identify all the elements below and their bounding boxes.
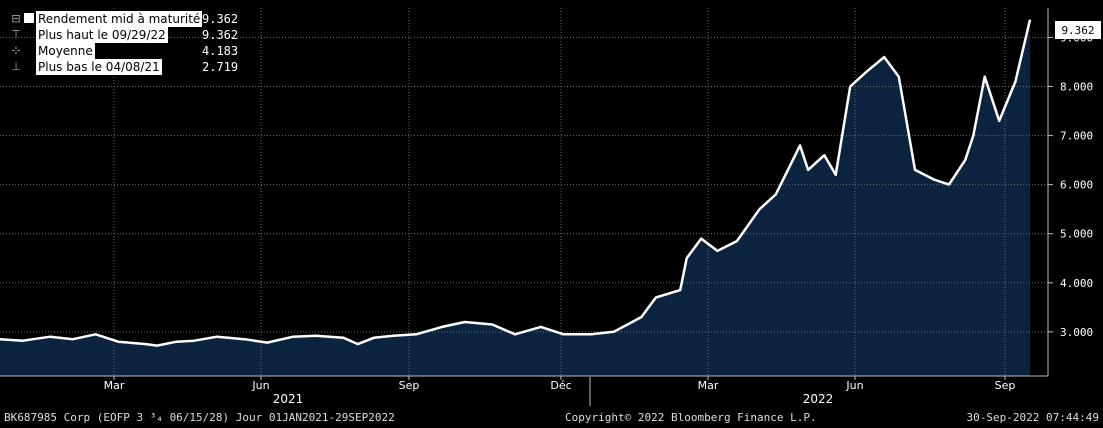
x-tick-label: Sep — [399, 379, 420, 392]
year-label-2021: 2021 — [273, 392, 304, 406]
footer-security: BK687985 Corp (EOFP 3 ³₄ 06/15/28) Jour … — [4, 411, 395, 424]
collapse-box-icon[interactable]: ⊟ — [11, 12, 21, 25]
last-value-tag: 9.362 — [1055, 21, 1101, 39]
last-value-box — [1055, 21, 1101, 39]
yield-area — [0, 19, 1030, 376]
x-tick-label: Mar — [104, 379, 125, 392]
y-tick-label: 5.000 — [1060, 228, 1093, 241]
y-tick-label: 7.000 — [1060, 130, 1093, 143]
legend-label-average: Moyenne — [36, 43, 95, 59]
legend-label-low: Plus bas le 04/08/21 — [36, 59, 162, 75]
legend-value-average: 4.183 — [202, 44, 239, 58]
x-tick-label: Déc — [550, 379, 571, 392]
chart-axes — [0, 8, 1049, 406]
legend-label-yield: Rendement mid à maturité — [36, 11, 203, 27]
legend-swatch-icon — [24, 13, 34, 23]
x-tick-label: Jun — [251, 379, 269, 392]
legend-swatch-average — [96, 44, 190, 58]
legend-value-high: 9.362 — [202, 28, 239, 42]
y-tick-label: 3.000 — [1060, 326, 1093, 339]
average-marker-icon: ⊹ — [11, 44, 21, 57]
footer-timestamp: 30-Sep-2022 07:44:49 — [966, 411, 1099, 424]
year-labels: 2021 2022 — [273, 392, 834, 406]
x-tick-labels: Mar Jun Sep Déc Mar Jun Sep — [104, 376, 1016, 392]
legend-label-high: Plus haut le 09/29/22 — [36, 27, 168, 43]
yield-line — [0, 19, 1032, 347]
year-label-2022: 2022 — [803, 392, 834, 406]
y-tick-label: 6.000 — [1060, 179, 1093, 192]
last-value-label: 9.362 — [1061, 24, 1094, 37]
x-tick-label: Mar — [698, 379, 719, 392]
y-tick-label: 4.000 — [1060, 277, 1093, 290]
chart-grid — [0, 8, 1048, 376]
footer-copyright: Copyright© 2022 Bloomberg Finance L.P. — [565, 411, 817, 424]
y-tick-label: 8.000 — [1060, 81, 1093, 94]
legend-value-yield: 9.362 — [202, 12, 239, 26]
x-tick-label: Jun — [845, 379, 863, 392]
x-tick-label: Sep — [995, 379, 1016, 392]
legend-value-low: 2.719 — [202, 60, 239, 74]
low-marker-icon: ⊥ — [11, 60, 21, 73]
high-marker-icon: ⊤ — [11, 28, 21, 41]
